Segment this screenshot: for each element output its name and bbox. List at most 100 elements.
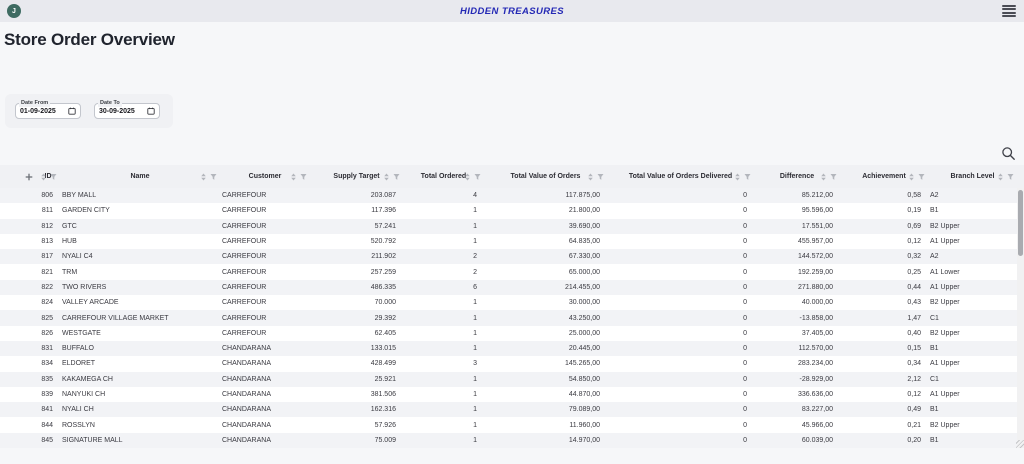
cell-total-ordered: 1 bbox=[473, 238, 477, 246]
column-header-total-value-delivered[interactable]: Total Value of Orders Delivered bbox=[607, 165, 754, 188]
table-row[interactable]: 826 WESTGATE CARREFOUR 62.405 1 25.000,00 0 37.… bbox=[0, 326, 1024, 341]
table-row[interactable]: 841 NYALI CH CHANDARANA 162.316 1 79.089,00 0 8… bbox=[0, 402, 1024, 418]
table-row[interactable]: 824 VALLEY ARCADE CARREFOUR 70.000 1 30.000,0… bbox=[0, 295, 1024, 310]
cell-name: NANYUKI CH bbox=[62, 391, 106, 398]
column-menu-icon[interactable] bbox=[918, 173, 925, 181]
cell-total-value-of-orders: 117.875,00 bbox=[565, 192, 600, 200]
cell-achievement: 0,49 bbox=[907, 406, 921, 414]
table-row[interactable]: 845 SIGNATURE MALL CHANDARANA 75.009 1 14.970… bbox=[0, 432, 1024, 449]
cell-id: 821 bbox=[41, 268, 53, 276]
cell-total-value-delivered: 0 bbox=[743, 207, 747, 215]
column-menu-icon[interactable] bbox=[210, 173, 217, 181]
table-row[interactable]: 817 NYALI C4 CARREFOUR 211.902 2 67.330,00 0 14… bbox=[0, 249, 1024, 265]
cell-branch-level: A1 Lower bbox=[930, 268, 960, 276]
table-row[interactable]: 806 BBY MALL CARREFOUR 203.087 4 117.875,00 0 8… bbox=[0, 188, 1024, 204]
cell-name: NYALI C4 bbox=[62, 253, 93, 261]
cell-total-value-delivered: 0 bbox=[743, 360, 747, 368]
cell-customer: CARREFOUR bbox=[222, 329, 267, 337]
cell-total-ordered: 1 bbox=[473, 222, 477, 230]
cell-name: GTC bbox=[62, 222, 77, 230]
column-header-expand[interactable] bbox=[0, 165, 36, 188]
cell-achievement: 0,20 bbox=[907, 436, 921, 444]
cell-achievement: 0,12 bbox=[907, 391, 921, 398]
table-row[interactable]: 822 TWO RIVERS CARREFOUR 486.335 6 214.455,00… bbox=[0, 279, 1024, 296]
table-row[interactable]: 831 BUFFALO CHANDARANA 133.015 1 20.445,00 0 11… bbox=[0, 340, 1024, 357]
cell-total-value-delivered: 0 bbox=[743, 421, 747, 429]
calendar-icon[interactable] bbox=[68, 107, 76, 115]
cell-achievement: 0,43 bbox=[907, 299, 921, 307]
cell-difference: 83.227,00 bbox=[801, 406, 833, 414]
sort-icon[interactable] bbox=[383, 173, 390, 181]
table-row[interactable]: 811 GARDEN CITY CARREFOUR 117.396 1 21.800,00… bbox=[0, 203, 1024, 218]
column-header-customer[interactable]: Customer bbox=[220, 165, 310, 188]
calendar-icon[interactable] bbox=[147, 107, 155, 115]
column-header-name[interactable]: Name bbox=[60, 165, 220, 188]
table-row[interactable]: 844 ROSSLYN CHANDARANA 57.926 1 11.960,00 0 45.… bbox=[0, 417, 1024, 432]
cell-supply-target: 62.405 bbox=[374, 329, 396, 337]
cell-name: ROSSLYN bbox=[62, 421, 95, 429]
column-header-icons bbox=[464, 165, 481, 188]
column-menu-icon[interactable] bbox=[744, 173, 751, 181]
cell-id: 817 bbox=[41, 253, 53, 261]
table-row[interactable]: 813 HUB CARREFOUR 520.792 1 64.835,00 0 455.957… bbox=[0, 234, 1024, 249]
app-title: HIDDEN TREASURES bbox=[459, 5, 565, 17]
sort-icon[interactable] bbox=[734, 173, 741, 181]
vertical-scrollbar[interactable] bbox=[1017, 188, 1024, 448]
cell-supply-target: 520.792 bbox=[370, 238, 396, 246]
sort-icon[interactable] bbox=[290, 173, 297, 181]
column-header-difference[interactable]: Difference bbox=[754, 165, 840, 188]
sort-icon[interactable] bbox=[820, 173, 827, 181]
table-row[interactable]: 825 CARREFOUR VILLAGE MARKET CARREFOUR 29.3… bbox=[0, 310, 1024, 326]
sort-icon[interactable] bbox=[464, 173, 471, 181]
avatar[interactable]: J bbox=[7, 4, 21, 18]
column-menu-icon[interactable] bbox=[474, 173, 481, 181]
column-menu-icon[interactable] bbox=[597, 173, 604, 181]
cell-branch-level: A1 Upper bbox=[930, 391, 960, 398]
plus-icon[interactable] bbox=[25, 173, 33, 181]
sort-icon[interactable] bbox=[997, 173, 1004, 181]
table-row[interactable]: 839 NANYUKI CH CHANDARANA 381.506 1 44.870,00… bbox=[0, 387, 1024, 402]
cell-total-value-of-orders: 20.445,00 bbox=[568, 345, 600, 353]
table-row[interactable]: 835 KAKAMEGA CH CHANDARANA 25.921 1 54.850,00… bbox=[0, 371, 1024, 387]
cell-total-value-delivered: 0 bbox=[743, 222, 747, 230]
hamburger-menu-icon[interactable] bbox=[1002, 5, 1016, 17]
column-menu-icon[interactable] bbox=[1007, 173, 1014, 181]
cell-supply-target: 57.241 bbox=[374, 222, 396, 230]
table-row[interactable]: 821 TRM CARREFOUR 257.259 2 65.000,00 0 192.259… bbox=[0, 264, 1024, 279]
cell-total-value-of-orders: 43.250,00 bbox=[568, 314, 600, 322]
cell-id: 834 bbox=[41, 360, 53, 368]
column-menu-icon[interactable] bbox=[300, 173, 307, 181]
date-from-field[interactable]: Date From 01-09-2025 bbox=[15, 100, 81, 119]
cell-total-value-delivered: 0 bbox=[743, 345, 747, 353]
cell-difference: 192.259,00 bbox=[797, 268, 833, 276]
column-header-achievement[interactable]: Achievement bbox=[840, 165, 928, 188]
cell-total-value-of-orders: 25.000,00 bbox=[568, 329, 600, 337]
column-menu-icon[interactable] bbox=[830, 173, 837, 181]
column-menu-icon[interactable] bbox=[393, 173, 400, 181]
cell-achievement: 0,34 bbox=[907, 360, 921, 368]
sort-icon[interactable] bbox=[200, 173, 207, 181]
column-header-total-value-of-orders[interactable]: Total Value of Orders bbox=[484, 165, 607, 188]
column-menu-icon[interactable] bbox=[50, 173, 57, 181]
column-header-branch-level[interactable]: Branch Level bbox=[928, 165, 1017, 188]
column-header-icons bbox=[734, 165, 751, 188]
sort-icon[interactable] bbox=[587, 173, 594, 181]
cell-name: NYALI CH bbox=[62, 406, 94, 414]
scrollbar-thumb[interactable] bbox=[1018, 190, 1023, 256]
table-row[interactable]: 812 GTC CARREFOUR 57.241 1 39.690,00 0 17.551,0… bbox=[0, 218, 1024, 234]
column-header-id[interactable]: ID bbox=[36, 165, 60, 188]
cell-customer: CARREFOUR bbox=[222, 268, 267, 276]
cell-total-value-of-orders: 67.330,00 bbox=[568, 253, 600, 261]
column-header-supply-target[interactable]: Supply Target bbox=[310, 165, 403, 188]
cell-achievement: 0,19 bbox=[907, 207, 921, 215]
column-label: Branch Level bbox=[950, 173, 995, 180]
cell-total-value-delivered: 0 bbox=[743, 299, 747, 307]
date-to-field[interactable]: Date To 30-09-2025 bbox=[94, 100, 160, 119]
cell-customer: CARREFOUR bbox=[222, 238, 267, 246]
cell-total-ordered: 1 bbox=[473, 406, 477, 414]
sort-icon[interactable] bbox=[40, 173, 47, 181]
sort-icon[interactable] bbox=[908, 173, 915, 181]
table-row[interactable]: 834 ELDORET CHANDARANA 428.499 3 145.265,00 0 2… bbox=[0, 356, 1024, 371]
search-icon[interactable] bbox=[1001, 146, 1016, 161]
column-header-total-ordered[interactable]: Total Ordered bbox=[403, 165, 484, 188]
